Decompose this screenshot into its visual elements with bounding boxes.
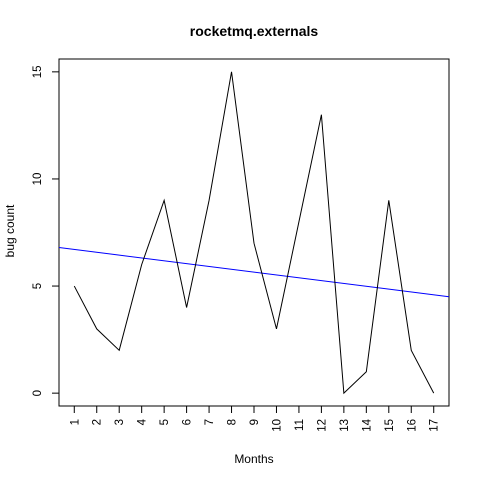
x-tick-label-10: 10 [271, 419, 283, 432]
y-tick-label-5: 5 [32, 283, 44, 289]
x-tick-label-3: 3 [114, 419, 126, 425]
chart-title: rocketmq.externals [190, 23, 319, 39]
series-line-1 [73, 71, 435, 395]
y-tick-label-15: 15 [32, 65, 44, 78]
x-tick-label-5: 5 [159, 419, 171, 425]
x-tick-label-9: 9 [249, 419, 261, 425]
x-tick-label-12: 12 [316, 419, 328, 432]
x-tick-label-16: 16 [406, 419, 418, 432]
x-tick-label-8: 8 [227, 419, 239, 425]
plot-frame [58, 58, 450, 407]
trend-line [58, 246, 450, 298]
x-tick-label-4: 4 [137, 418, 149, 425]
x-tick-label-1: 1 [69, 419, 81, 425]
x-tick-label-15: 15 [384, 419, 396, 432]
x-tick-label-6: 6 [182, 419, 194, 425]
y-tick-label-10: 10 [32, 173, 44, 186]
x-tick-label-13: 13 [339, 419, 351, 432]
y-axis-label: bug count [3, 204, 17, 257]
x-tick-label-7: 7 [204, 419, 216, 425]
x-tick-label-14: 14 [361, 418, 373, 431]
x-tick-label-17: 17 [429, 419, 441, 432]
x-tick-label-2: 2 [92, 419, 104, 425]
x-axis-label: Months [234, 452, 273, 466]
y-tick-label-0: 0 [32, 390, 44, 396]
x-tick-label-11: 11 [294, 419, 306, 431]
